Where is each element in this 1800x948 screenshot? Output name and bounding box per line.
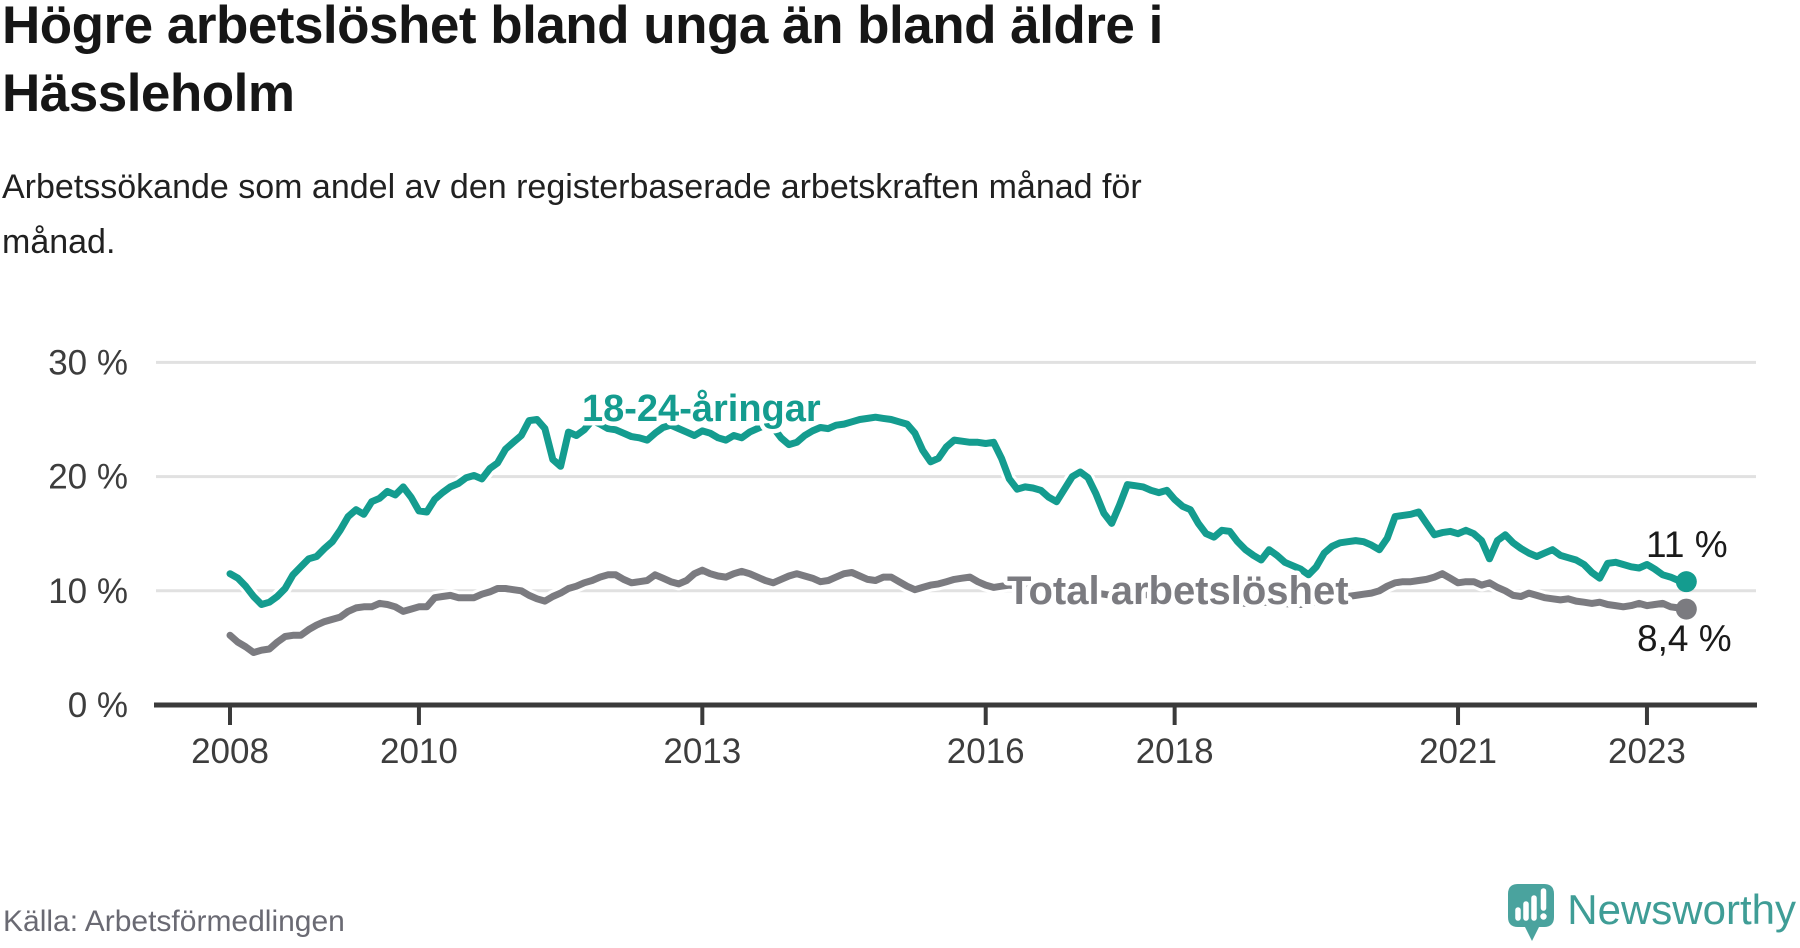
series-label-0: 18-24-åringar <box>582 388 821 430</box>
series-end-dot-0 <box>1675 571 1697 593</box>
logo-bars-icon <box>1515 888 1547 921</box>
series-end-label-1: 8,4 % <box>1637 618 1732 659</box>
series-line-0 <box>226 413 1690 608</box>
chart-subtitle: Arbetssökande som andel av den registerb… <box>2 168 1142 262</box>
x-axis-label: 2016 <box>947 732 1025 771</box>
y-axis-label: 10 % <box>48 572 128 611</box>
x-axis-label: 2018 <box>1136 732 1214 771</box>
logo-bubble-icon <box>1508 884 1555 941</box>
y-axis-label: 0 % <box>68 686 128 725</box>
newsworthy-logo: Newsworthy <box>1508 884 1796 943</box>
y-axis-label: 30 % <box>48 343 128 382</box>
series-end-dot-1 <box>1675 598 1697 620</box>
y-axis-label: 20 % <box>48 458 128 497</box>
series-line-1 <box>226 566 1690 656</box>
x-axis-label: 2023 <box>1608 732 1686 771</box>
x-axis-label: 2010 <box>380 732 458 771</box>
x-axis-label: 2013 <box>663 732 741 771</box>
logo-exclamation-dot <box>1540 913 1547 920</box>
logo-bubble-shape <box>1508 884 1555 941</box>
page-title: Högre arbetslöshet bland unga än bland ä… <box>2 0 1163 123</box>
source-note: Källa: Arbetsförmedlingen <box>3 905 345 938</box>
x-axis-label: 2008 <box>191 732 269 771</box>
series-label-1: Total arbetslöshet <box>1007 569 1349 613</box>
brand-name: Newsworthy <box>1567 886 1796 933</box>
series-end-label-0: 11 % <box>1646 524 1728 565</box>
x-axis-label: 2021 <box>1419 732 1497 771</box>
